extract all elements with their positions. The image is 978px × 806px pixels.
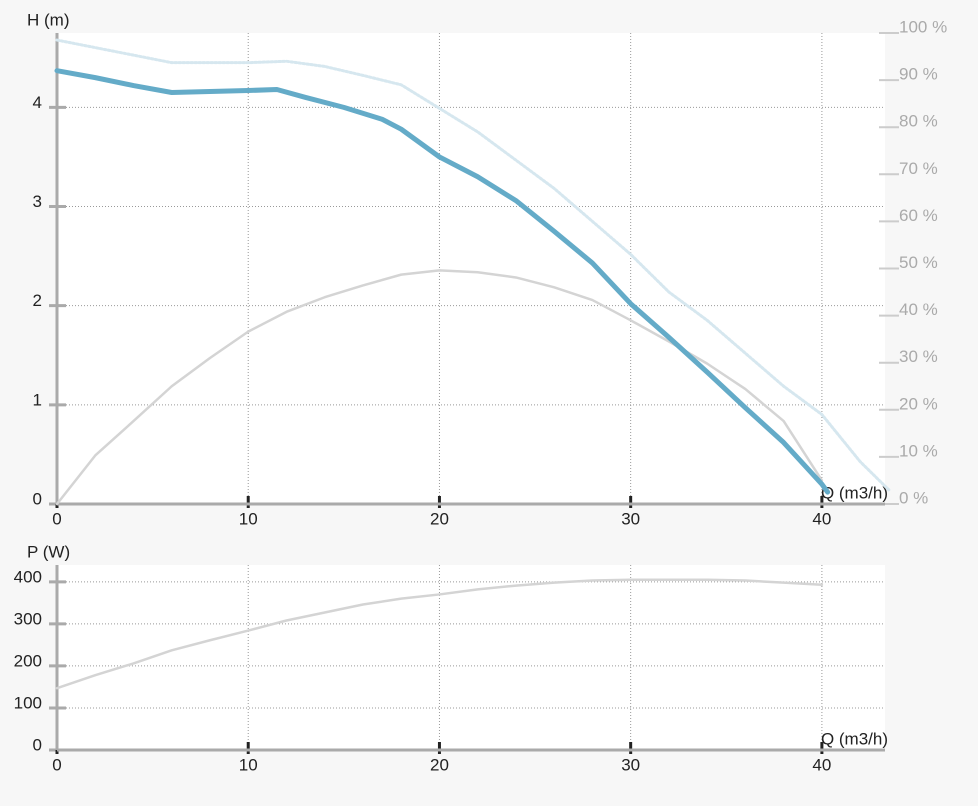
plot-area bbox=[57, 565, 885, 750]
x-axis-label: Q (m3/h) bbox=[821, 483, 888, 502]
x-tick-label: 10 bbox=[239, 509, 258, 528]
y2-tick-label: 60 % bbox=[899, 206, 938, 225]
series-line bbox=[55, 38, 891, 492]
x-tick-label: 20 bbox=[430, 755, 449, 774]
y2-tick-label: 40 % bbox=[899, 300, 938, 319]
y-tick-label: 1 bbox=[33, 390, 42, 409]
x-tick-label: 0 bbox=[52, 509, 61, 528]
y-tick-label: 400 bbox=[14, 567, 42, 586]
y2-tick-label: 10 % bbox=[899, 441, 938, 460]
y2-tick-label: 70 % bbox=[899, 159, 938, 178]
y2-tick-label: 100 % bbox=[899, 17, 947, 36]
y-tick-label: 200 bbox=[14, 651, 42, 670]
y-tick-label: 4 bbox=[33, 93, 42, 112]
x-tick-label: 0 bbox=[52, 755, 61, 774]
y-tick-label: 300 bbox=[14, 609, 42, 628]
y2-tick-label: 0 % bbox=[899, 488, 928, 507]
y2-tick-label: 90 % bbox=[899, 65, 938, 84]
x-axis-label: Q (m3/h) bbox=[821, 729, 888, 748]
y-tick-label: 2 bbox=[33, 291, 42, 310]
y2-tick-label: 20 % bbox=[899, 394, 938, 413]
series-line bbox=[55, 578, 824, 690]
series-line bbox=[54, 68, 831, 495]
y-axis-label: P (W) bbox=[27, 542, 70, 561]
y-axis-label: H (m) bbox=[27, 10, 69, 29]
y-tick-label: 0 bbox=[33, 735, 42, 754]
series-line bbox=[55, 269, 824, 506]
y2-tick-label: 50 % bbox=[899, 253, 938, 272]
plot-area bbox=[57, 33, 885, 504]
x-tick-label: 30 bbox=[621, 755, 640, 774]
y-tick-label: 100 bbox=[14, 693, 42, 712]
x-tick-label: 10 bbox=[239, 755, 258, 774]
x-tick-label: 30 bbox=[621, 509, 640, 528]
x-tick-label: 20 bbox=[430, 509, 449, 528]
y2-tick-label: 30 % bbox=[899, 347, 938, 366]
y2-tick-label: 80 % bbox=[899, 112, 938, 131]
y-tick-label: 3 bbox=[33, 192, 42, 211]
y-tick-label: 0 bbox=[33, 489, 42, 508]
x-tick-label: 40 bbox=[812, 755, 831, 774]
x-tick-label: 40 bbox=[812, 509, 831, 528]
